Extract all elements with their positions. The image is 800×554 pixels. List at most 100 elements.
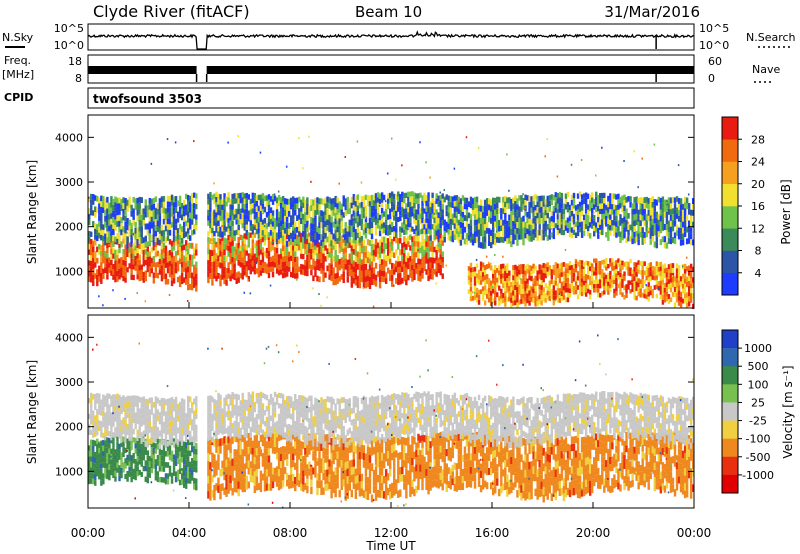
heatmap-cell	[360, 218, 364, 225]
heatmap-cell	[492, 268, 495, 274]
heatmap-cell	[180, 237, 184, 244]
heatmap-cell	[231, 199, 234, 205]
heatmap-cell	[227, 425, 230, 432]
heatmap-cell	[225, 489, 228, 497]
heatmap-cell	[445, 210, 448, 217]
heatmap-cell	[110, 412, 113, 418]
heatmap-cell	[588, 233, 592, 239]
heatmap-cell	[170, 240, 174, 247]
heatmap-cell	[681, 278, 685, 284]
heatmap-cell	[568, 215, 572, 221]
heatmap-speck	[485, 255, 488, 258]
heatmap-cell	[128, 446, 131, 452]
heatmap-cell	[158, 418, 162, 425]
heatmap-cell	[94, 440, 97, 447]
heatmap-cell	[166, 207, 170, 213]
heatmap-cell	[255, 240, 259, 247]
heatmap-cell	[148, 209, 152, 216]
heatmap-cell	[370, 205, 374, 212]
heatmap-cell	[221, 215, 224, 221]
heatmap-cell	[586, 215, 590, 221]
heatmap-cell	[120, 402, 123, 409]
heatmap-cell	[691, 203, 695, 210]
heatmap-cell	[156, 220, 160, 227]
heatmap-cell	[330, 269, 333, 276]
heatmap-cell	[108, 237, 111, 243]
heatmap-cell	[229, 394, 232, 400]
heatmap-cell	[279, 248, 283, 254]
heatmap-cell	[391, 191, 394, 197]
heatmap-cell	[213, 438, 216, 447]
heatmap-cell	[413, 268, 416, 275]
heatmap-cell	[338, 235, 341, 241]
heatmap-cell	[603, 213, 606, 220]
heatmap-cell	[180, 214, 184, 221]
heatmap-cell	[300, 232, 303, 238]
heatmap-cell	[378, 239, 382, 246]
heatmap-cell	[647, 291, 650, 297]
heatmap-cell	[118, 214, 121, 221]
heatmap-cell	[380, 259, 384, 265]
heatmap-cell	[158, 221, 162, 228]
heatmap-cell	[140, 226, 143, 233]
heatmap-cell	[146, 229, 149, 236]
heatmap-cell	[170, 257, 174, 264]
heatmap-cell	[162, 196, 166, 202]
heatmap-cell	[492, 197, 495, 204]
heatmap-cell	[378, 263, 382, 271]
heatmap-cell	[546, 271, 549, 277]
station-title: Clyde River (fitACF)	[93, 2, 250, 21]
heatmap-cell	[231, 465, 234, 474]
heatmap-cell	[635, 196, 638, 203]
heatmap-cell	[663, 263, 667, 269]
heatmap-cell	[162, 201, 166, 208]
heatmap-cell	[574, 276, 578, 282]
heatmap-cell	[621, 292, 624, 297]
heatmap-cell	[168, 196, 172, 202]
heatmap-cell	[170, 211, 174, 217]
heatmap-cell	[168, 439, 172, 446]
heatmap-cell	[350, 202, 354, 209]
heatmap-cell	[607, 207, 610, 213]
heatmap-cell	[182, 255, 186, 261]
heatmap-cell	[223, 193, 226, 199]
heatmap-cell	[195, 448, 198, 455]
heatmap-cell	[253, 263, 257, 270]
heatmap-cell	[483, 300, 487, 306]
heatmap-cell	[263, 229, 267, 235]
heatmap-cell	[88, 413, 91, 420]
heatmap-cell	[479, 242, 483, 249]
heatmap-cell	[489, 300, 493, 307]
heatmap-cell	[342, 254, 345, 260]
heatmap-speck	[386, 172, 389, 175]
heatmap-cell	[665, 277, 669, 283]
heatmap-cell	[231, 402, 234, 408]
heatmap-cell	[536, 280, 539, 286]
heatmap-cell	[106, 231, 109, 238]
heatmap-cell	[231, 423, 234, 429]
heatmap-speck	[344, 156, 347, 159]
heatmap-cell	[336, 266, 339, 273]
heatmap-cell	[243, 203, 246, 210]
heatmap-cell	[92, 199, 95, 205]
heatmap-cell	[586, 209, 590, 216]
heatmap-cell	[189, 272, 192, 279]
heatmap-cell	[94, 457, 97, 464]
heatmap-cell	[645, 225, 648, 232]
heatmap-cell	[134, 437, 137, 444]
heatmap-cell	[613, 293, 616, 298]
heatmap-cell	[366, 257, 370, 264]
heatmap-cell	[605, 278, 608, 284]
heatmap-cell	[106, 202, 109, 209]
heatmap-cell	[599, 261, 602, 266]
heatmap-cell	[661, 284, 665, 290]
heatmap-cell	[597, 227, 600, 234]
heatmap-cell	[405, 238, 408, 244]
heatmap-cell	[152, 278, 156, 284]
heatmap-cell	[184, 279, 188, 285]
heatmap-cell	[263, 240, 267, 246]
heatmap-cell	[494, 233, 497, 240]
heatmap-cell	[663, 268, 667, 274]
heatmap-cell	[597, 283, 600, 289]
heatmap-cell	[429, 240, 432, 247]
